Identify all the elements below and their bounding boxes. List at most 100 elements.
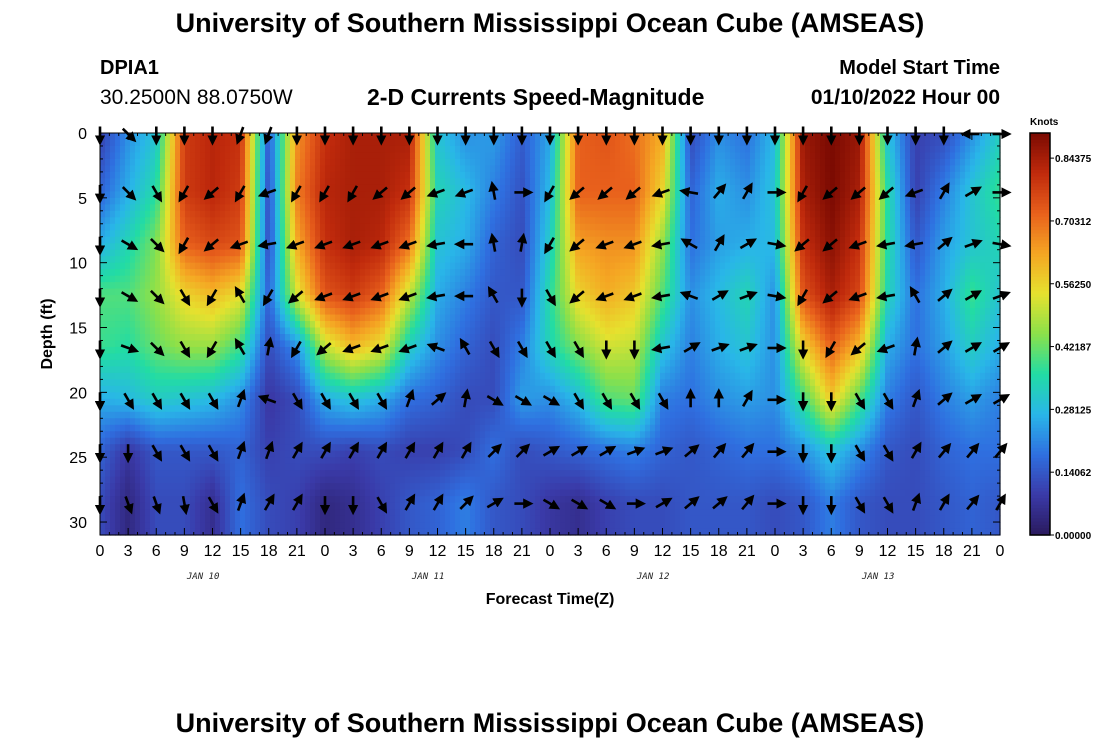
heat-cell xyxy=(795,172,801,179)
heat-cell xyxy=(945,217,951,224)
heat-cell xyxy=(280,133,286,140)
heat-cell xyxy=(505,276,511,283)
heat-cell xyxy=(440,152,446,159)
heat-cell xyxy=(980,295,986,302)
heat-cell xyxy=(345,165,351,172)
heat-cell xyxy=(890,198,896,205)
heat-cell xyxy=(830,302,836,309)
heat-cell xyxy=(570,308,576,315)
heat-cell xyxy=(845,139,851,146)
heat-cell xyxy=(215,269,221,276)
heat-cell xyxy=(255,243,261,250)
heat-cell xyxy=(845,230,851,237)
heat-cell xyxy=(260,289,266,296)
heat-cell xyxy=(480,243,486,250)
heat-cell xyxy=(145,165,151,172)
heat-cell xyxy=(990,250,996,257)
heat-cell xyxy=(365,211,371,218)
heat-cell xyxy=(535,269,541,276)
heat-cell xyxy=(530,276,536,283)
heat-cell xyxy=(690,152,696,159)
heat-cell xyxy=(480,185,486,192)
heat-cell xyxy=(275,211,281,218)
heat-cell xyxy=(690,256,696,263)
heat-cell xyxy=(815,191,821,198)
heat-cell xyxy=(140,237,146,244)
heat-cell xyxy=(450,230,456,237)
heat-cell xyxy=(960,204,966,211)
heat-cell xyxy=(640,282,646,289)
heat-cell xyxy=(835,256,841,263)
heat-cell xyxy=(420,152,426,159)
heat-cell xyxy=(975,191,981,198)
heat-cell xyxy=(340,224,346,231)
heat-cell xyxy=(365,191,371,198)
heat-cell xyxy=(730,185,736,192)
heat-cell xyxy=(595,250,601,257)
heat-cell xyxy=(885,282,891,289)
heat-cell xyxy=(680,152,686,159)
heat-cell xyxy=(555,224,561,231)
heat-cell xyxy=(635,282,641,289)
heat-cell xyxy=(125,282,131,289)
heat-cell xyxy=(570,302,576,309)
heat-cell xyxy=(365,159,371,166)
heat-cell xyxy=(175,243,181,250)
heat-cell xyxy=(920,256,926,263)
heat-cell xyxy=(390,237,396,244)
heat-cell xyxy=(450,217,456,224)
heat-cell xyxy=(720,159,726,166)
heat-cell xyxy=(635,276,641,283)
heat-cell xyxy=(675,224,681,231)
heat-cell xyxy=(870,198,876,205)
heat-cell xyxy=(320,308,326,315)
heat-cell xyxy=(160,165,166,172)
heat-cell xyxy=(990,172,996,179)
heat-cell xyxy=(180,172,186,179)
heat-cell xyxy=(510,139,516,146)
heat-cell xyxy=(610,224,616,231)
heat-cell xyxy=(650,295,656,302)
heat-cell xyxy=(275,204,281,211)
heat-cell xyxy=(720,146,726,153)
heat-cell xyxy=(265,217,271,224)
heat-cell xyxy=(810,289,816,296)
heat-cell xyxy=(895,217,901,224)
heat-cell xyxy=(510,198,516,205)
heat-cell xyxy=(940,204,946,211)
heat-cell xyxy=(605,256,611,263)
heat-cell xyxy=(150,276,156,283)
heat-cell xyxy=(870,191,876,198)
heat-cell xyxy=(145,224,151,231)
heat-cell xyxy=(705,289,711,296)
heat-cell xyxy=(290,250,296,257)
heat-cell xyxy=(220,243,226,250)
heat-cell xyxy=(510,159,516,166)
heat-cell xyxy=(605,230,611,237)
heat-cell xyxy=(295,269,301,276)
heat-cell xyxy=(190,133,196,140)
heat-cell xyxy=(510,282,516,289)
heat-cell xyxy=(505,198,511,205)
heat-cell xyxy=(545,204,551,211)
heat-cell xyxy=(495,178,501,185)
heat-cell xyxy=(470,263,476,270)
heat-cell xyxy=(730,204,736,211)
heat-cell xyxy=(505,263,511,270)
heat-cell xyxy=(135,243,141,250)
heat-cell xyxy=(655,302,661,309)
heat-cell xyxy=(395,211,401,218)
heat-cell xyxy=(225,230,231,237)
heat-cell xyxy=(565,256,571,263)
heat-cell xyxy=(865,243,871,250)
heat-cell xyxy=(580,178,586,185)
heat-cell xyxy=(390,269,396,276)
heat-cell xyxy=(335,159,341,166)
heat-cell xyxy=(370,178,376,185)
heat-cell xyxy=(805,243,811,250)
heat-cell xyxy=(830,198,836,205)
heat-cell xyxy=(450,146,456,153)
heat-cell xyxy=(155,302,161,309)
heat-cell xyxy=(260,185,266,192)
heat-cell xyxy=(215,198,221,205)
